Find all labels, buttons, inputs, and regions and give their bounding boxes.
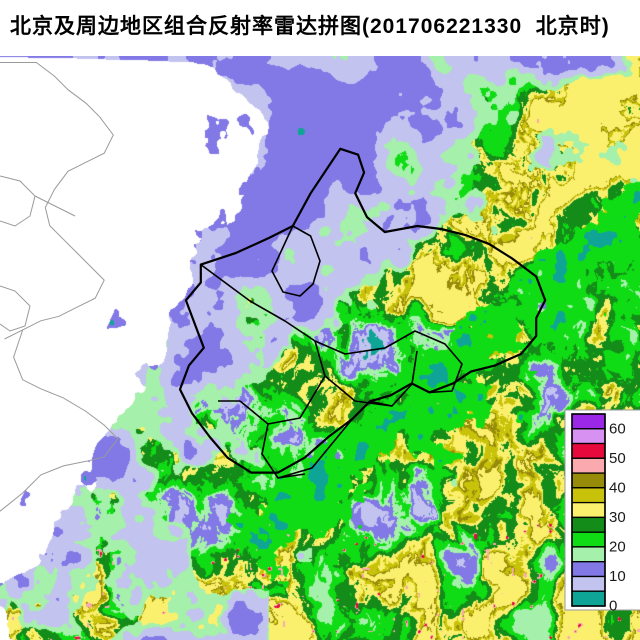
svg-text:10: 10 xyxy=(609,568,626,585)
svg-text:30: 30 xyxy=(609,509,626,526)
svg-text:60: 60 xyxy=(609,421,626,438)
svg-text:0: 0 xyxy=(609,598,617,615)
svg-text:40: 40 xyxy=(609,480,626,497)
svg-text:50: 50 xyxy=(609,450,626,467)
svg-text:20: 20 xyxy=(609,539,626,556)
